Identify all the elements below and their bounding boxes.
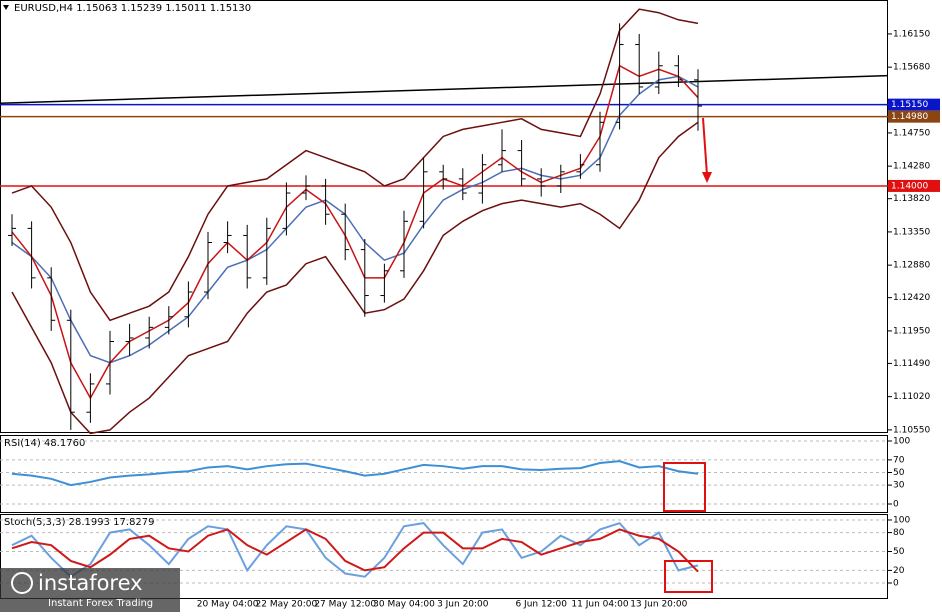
x-tick-label: 11 Jun 04:00 bbox=[571, 600, 628, 610]
y-tick-label: 1.10550 bbox=[893, 425, 930, 435]
y-tick-label: 1.13350 bbox=[893, 227, 930, 237]
main-title: EURUSD,H4 1.15063 1.15239 1.15011 1.1513… bbox=[14, 3, 251, 14]
y-tick-label: 30 bbox=[893, 481, 905, 491]
level-label-box bbox=[888, 110, 940, 123]
rsi-title: RSI(14) 48.1760 bbox=[4, 438, 85, 449]
y-tick-label: 1.14750 bbox=[893, 128, 930, 138]
x-tick-label: 27 May 12:00 bbox=[314, 600, 376, 610]
highlight-box bbox=[664, 560, 713, 593]
x-tick-label: 6 Jun 12:00 bbox=[515, 600, 567, 610]
x-tick-label: 30 May 04:00 bbox=[373, 600, 435, 610]
y-tick-label: 0 bbox=[893, 499, 899, 509]
level-label: 1.15150 bbox=[891, 100, 928, 110]
indicator-line bbox=[11, 460, 699, 487]
level-label-box bbox=[888, 98, 940, 111]
y-tick-label: 1.11950 bbox=[893, 326, 930, 336]
watermark-brand: instaforex bbox=[38, 571, 143, 595]
indicator-line bbox=[11, 75, 699, 364]
level-label-box bbox=[888, 179, 940, 192]
y-tick-label: 50 bbox=[893, 547, 905, 557]
trendline bbox=[0, 74, 889, 104]
watermark-tagline: Instant Forex Trading bbox=[48, 598, 153, 609]
x-tick-label: 3 Jun 20:00 bbox=[437, 600, 489, 610]
indicator-line bbox=[11, 521, 699, 578]
level-label: 1.14980 bbox=[891, 112, 928, 122]
y-tick-label: 100 bbox=[893, 515, 910, 525]
y-tick-label: 1.11020 bbox=[893, 392, 930, 402]
y-tick-label: 1.15680 bbox=[893, 63, 930, 73]
main-panel bbox=[0, 0, 888, 433]
y-tick-label: 100 bbox=[893, 436, 910, 446]
y-tick-label: 1.13820 bbox=[893, 194, 930, 204]
y-tick-label: 0 bbox=[893, 579, 899, 589]
y-tick-label: 50 bbox=[893, 468, 905, 478]
y-tick-label: 20 bbox=[893, 566, 905, 576]
x-tick-label: 13 Jun 20:00 bbox=[630, 600, 687, 610]
indicator-line bbox=[11, 121, 699, 435]
rsi-panel bbox=[0, 435, 888, 513]
indicator-line bbox=[11, 8, 699, 322]
highlight-box bbox=[663, 462, 706, 512]
level-label: 1.14000 bbox=[891, 181, 928, 191]
stoch-panel bbox=[0, 514, 888, 599]
y-tick-label: 1.12880 bbox=[893, 261, 930, 271]
indicator-line bbox=[11, 64, 699, 400]
y-tick-label: 1.12420 bbox=[893, 293, 930, 303]
y-tick-label: 80 bbox=[893, 528, 905, 538]
indicator-line bbox=[11, 528, 699, 573]
y-tick-label: 70 bbox=[893, 455, 905, 465]
y-tick-label: 1.16150 bbox=[893, 29, 930, 39]
y-tick-label: 1.11490 bbox=[893, 359, 930, 369]
x-tick-label: 22 May 20:00 bbox=[256, 600, 318, 610]
stoch-title: Stoch(5,3,3) 28.1993 17.8279 bbox=[4, 517, 155, 528]
annotation-arrow bbox=[702, 117, 712, 183]
watermark: instaforex Instant Forex Trading bbox=[0, 568, 180, 612]
x-tick-label: 20 May 04:00 bbox=[197, 600, 259, 610]
y-tick-label: 1.14280 bbox=[893, 162, 930, 172]
menu-triangle bbox=[3, 5, 9, 10]
